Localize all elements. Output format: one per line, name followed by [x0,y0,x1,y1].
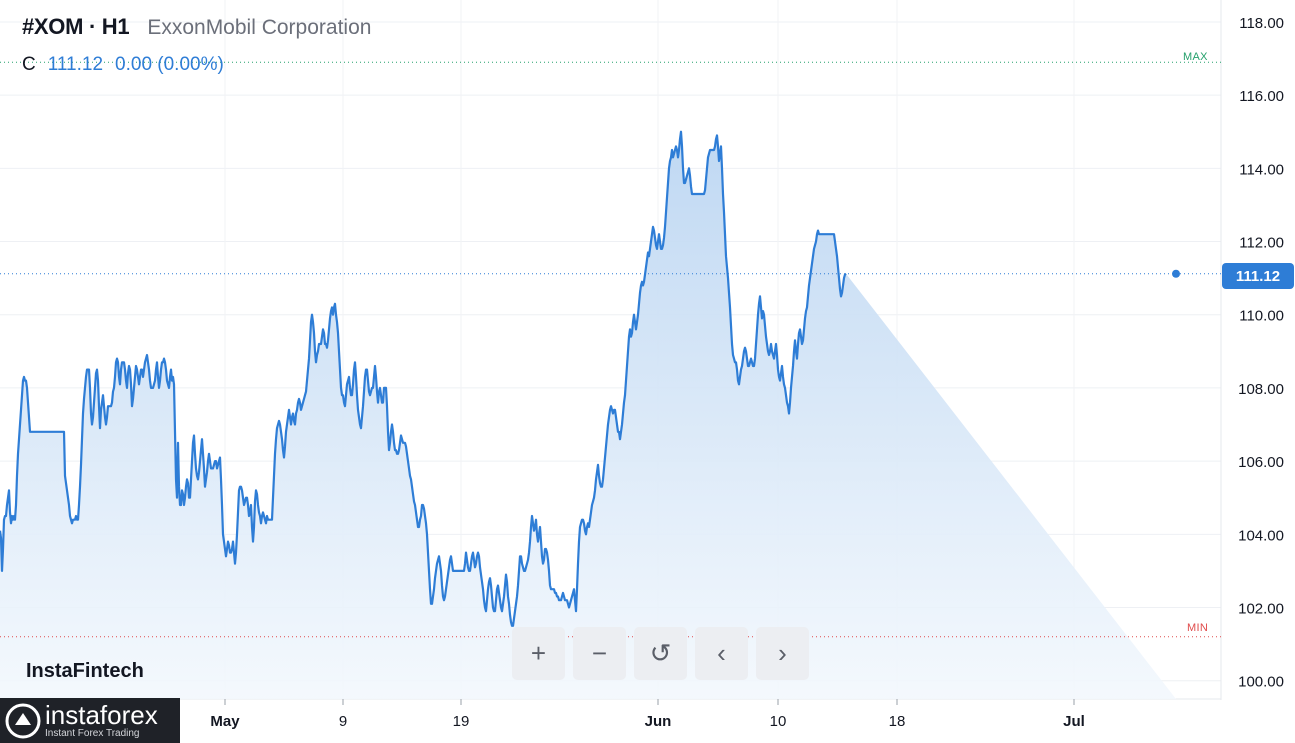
logo-text: instaforex Instant Forex Trading [45,702,158,740]
close-change: 0.00 (0.00%) [115,54,224,75]
logo-name: instaforex [45,699,158,730]
y-tick-label: 118.00 [1239,15,1284,32]
brand-watermark: InstaFintech [26,660,144,682]
price-line [0,130,847,627]
scroll-right-button[interactable]: › [756,627,809,680]
y-tick-label: 106.00 [1238,454,1284,471]
price-area-fill [0,131,1176,699]
zoom-out-button[interactable]: − [573,627,626,680]
x-tick-label: May [210,713,240,730]
minus-icon: − [591,638,608,668]
last-price-dot [1172,269,1180,278]
y-tick-label: 104.00 [1238,527,1284,544]
price-readout: C 111.12 0.00 (0.00%) [22,54,224,76]
x-tick-label: Jul [1063,713,1085,730]
y-tick-label: 110.00 [1239,308,1284,325]
company-name: ExxonMobil Corporation [147,16,372,39]
chevron-left-icon: ‹ [717,638,726,668]
max-label: MAX [1183,51,1208,63]
y-tick-label: 100.00 [1238,674,1284,691]
y-tick-label: 114.00 [1239,161,1284,178]
instaforex-logo-icon [5,703,41,738]
y-axis-ticks: 118.00 116.00 114.00 112.00 110.00 108.00 106.… [1238,15,1284,691]
min-label: MIN [1187,622,1209,634]
plus-icon: + [530,638,547,668]
y-tick-label: 102.00 [1238,601,1284,618]
y-tick-label: 116.00 [1239,88,1284,105]
scroll-left-button[interactable]: ‹ [695,627,748,680]
x-tick-label: 19 [453,713,470,730]
instaforex-logo: instaforex Instant Forex Trading [0,698,180,743]
close-value: 111.12 [47,54,104,75]
chart-header: #XOM · H1 ExxonMobil Corporation [22,14,371,40]
close-label: C [22,54,36,75]
reset-button[interactable]: ↺ [634,627,687,680]
reset-icon: ↺ [649,638,672,668]
symbol-title: #XOM · H1 [22,14,130,39]
x-tick-label: 9 [339,713,347,730]
y-tick-label: 112.00 [1239,235,1284,252]
zoom-in-button[interactable]: + [512,627,565,680]
x-tick-label: Jun [645,713,672,730]
last-price-badge: 111.12 [1222,263,1294,289]
x-tick-label: 10 [770,713,787,730]
logo-tagline: Instant Forex Trading [45,727,140,739]
chart-toolbar: + − ↺ ‹ › [512,627,809,680]
chevron-right-icon: › [778,638,787,668]
y-tick-label: 108.00 [1238,381,1284,398]
x-axis-ticks: May 9 19 Jun 10 18 Jul [210,699,1085,730]
x-tick-label: 18 [889,713,906,730]
